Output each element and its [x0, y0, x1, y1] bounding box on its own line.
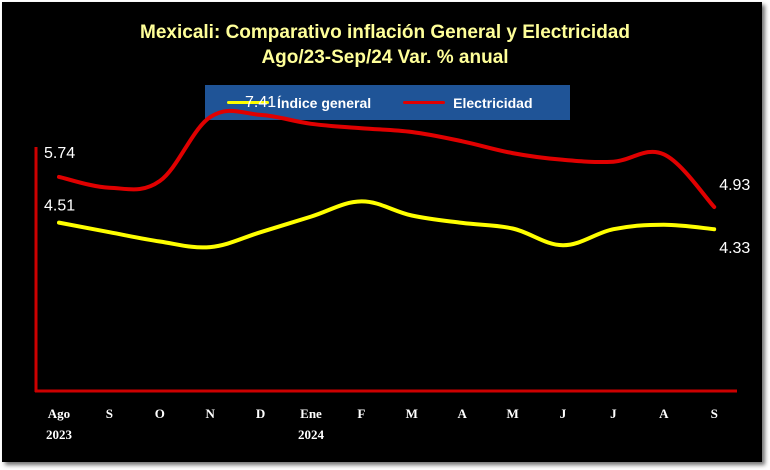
- x-tick-label: N: [206, 406, 216, 421]
- x-tick-label: M: [406, 406, 418, 421]
- x-tick-label: F: [357, 406, 365, 421]
- chart-legend: Índice general Electricidad: [205, 85, 570, 120]
- x-tick-label: S: [106, 406, 113, 421]
- x-tick-sublabel: 2023: [46, 427, 73, 442]
- series-line-electricidad: [57, 108, 717, 209]
- data-label: 7.41: [245, 94, 276, 111]
- x-tick-label: M: [506, 406, 518, 421]
- legend-label-general: Índice general: [277, 94, 372, 111]
- data-label: 4.93: [719, 177, 750, 194]
- legend-label-electricidad: Electricidad: [453, 94, 533, 111]
- chart-title: Mexicali: Comparativo inflación General …: [140, 22, 630, 43]
- chart-frame: [2, 2, 762, 462]
- x-tick-label: S: [711, 406, 718, 421]
- chart-subtitle: Ago/23-Sep/24 Var. % anual: [261, 47, 509, 68]
- x-tick-sublabel: 2024: [298, 427, 325, 442]
- x-tick-label: Ago: [48, 406, 70, 421]
- x-tick-label: O: [155, 406, 165, 421]
- legend-item-electricidad: Electricidad: [403, 94, 533, 111]
- data-label-layer: 4.51 4.33 5.74 7.41 4.93: [44, 94, 750, 257]
- data-label: 4.33: [719, 240, 750, 257]
- legend-swatch-electricidad: [403, 101, 446, 104]
- legend-swatch-general: [227, 101, 269, 104]
- chart-title-block: Mexicali: Comparativo inflación General …: [0, 20, 770, 70]
- x-tick-layer: Ago 2023 S O N D Ene 2024 F M A M J J A S: [46, 406, 718, 442]
- series-layer: [57, 108, 717, 250]
- x-tick-label: A: [458, 406, 468, 421]
- x-tick-label: D: [256, 406, 265, 421]
- data-label: 4.51: [44, 198, 75, 215]
- x-tick-label: J: [610, 406, 617, 421]
- x-tick-label: Ene: [300, 406, 322, 421]
- legend-item-general: Índice general: [227, 95, 371, 111]
- data-label: 5.74: [44, 145, 75, 162]
- x-tick-label: A: [659, 406, 669, 421]
- x-tick-label: J: [560, 406, 567, 421]
- series-line-general: [57, 199, 717, 250]
